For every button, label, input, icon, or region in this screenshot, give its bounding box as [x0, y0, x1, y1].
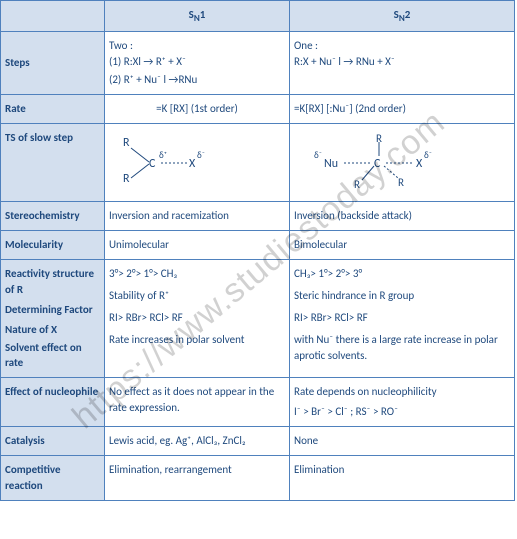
svg-text:R: R	[123, 172, 130, 186]
reactivity-label: Reactivity structure of R Determining Fa…	[1, 259, 105, 378]
steps-label: Steps	[1, 32, 105, 95]
nucleophile-sn2: Rate depends on nucleophilicity I⁻ > Br⁻…	[290, 378, 515, 427]
molecularity-sn2: Bimolecular	[290, 230, 515, 259]
reactivity-sn2-b: Steric hindrance in R group	[294, 288, 510, 304]
reactivity-sn2-c: RI> RBr> RCl> RF	[294, 310, 510, 326]
reactivity-sn1: 3°> 2°> 1°> CH₃ Stability of R⁺ RI> RBr>…	[105, 259, 290, 378]
nucleophile-label: Effect of nucleophile	[1, 378, 105, 427]
ts-label: TS of slow step	[1, 123, 105, 201]
row-reactivity: Reactivity structure of R Determining Fa…	[1, 259, 515, 378]
reactivity-sn2-d: with Nu⁻ there is a large rate increase …	[294, 332, 510, 364]
svg-text:δ⁺: δ⁺	[159, 150, 167, 161]
steps-sn2: One : R:X + Nu⁻ l → RNu + X⁻	[290, 32, 515, 95]
reactivity-label-3: Nature of X	[5, 322, 100, 338]
row-competitive: Competitive reaction Elimination, rearra…	[1, 456, 515, 501]
svg-text:X: X	[189, 157, 196, 171]
comparison-table: SN1 SN2 Steps Two : (1) R:Xl → R⁺ + X⁻ (…	[0, 0, 515, 501]
reactivity-sn2: CH₃> 1°> 2°> 3° Steric hindrance in R gr…	[290, 259, 515, 378]
row-catalysis: Catalysis Lewis acid, eg. Ag⁺, AlCl₃, Zn…	[1, 427, 515, 456]
catalysis-sn2: None	[290, 427, 515, 456]
svg-text:R: R	[354, 178, 360, 190]
svg-text:R: R	[398, 176, 404, 189]
molecularity-sn1: Unimolecular	[105, 230, 290, 259]
steps-sn2-line2: R:X + Nu⁻ l → RNu + X⁻	[294, 54, 510, 70]
header-sn2: SN2	[290, 1, 515, 32]
steps-sn1-line2: (1) R:Xl → R⁺ + X⁻	[109, 54, 285, 70]
rate-label: Rate	[1, 95, 105, 124]
header-row: SN1 SN2	[1, 1, 515, 32]
nucleophile-sn2-b: I⁻ > Br⁻ > Cl⁻ ; RS⁻ > RO⁻	[294, 404, 510, 420]
reactivity-sn1-d: Rate increases in polar solvent	[109, 332, 285, 348]
ts-sn1-diagram: R R C δ⁺ X δ⁻	[105, 123, 290, 201]
competitive-sn2: Elimination	[290, 456, 515, 501]
row-steps: Steps Two : (1) R:Xl → R⁺ + X⁻ (2) R⁺ + …	[1, 32, 515, 95]
reactivity-label-1: Reactivity structure of R	[5, 266, 100, 298]
reactivity-sn1-b: Stability of R⁺	[109, 288, 285, 304]
reactivity-sn1-a: 3°> 2°> 1°> CH₃	[109, 266, 285, 282]
catalysis-label: Catalysis	[1, 427, 105, 456]
steps-sn1-line1: Two :	[109, 38, 285, 54]
sn2-transition-state-icon: Nu δ⁻ C R R R X δ⁻	[294, 132, 464, 190]
stereo-sn2: Inversion (backside attack)	[290, 201, 515, 230]
svg-text:δ⁻: δ⁻	[424, 150, 432, 161]
steps-sn1-line3: (2) R⁺ + Nu⁻ l →RNu	[109, 72, 285, 88]
reactivity-sn2-a: CH₃> 1°> 2°> 3°	[294, 266, 510, 282]
steps-sn1: Two : (1) R:Xl → R⁺ + X⁻ (2) R⁺ + Nu⁻ l …	[105, 32, 290, 95]
svg-text:X: X	[416, 157, 423, 171]
svg-text:R: R	[376, 132, 382, 145]
stereo-label: Stereochemistry	[1, 201, 105, 230]
svg-text:C: C	[374, 157, 381, 171]
molecularity-label: Molecularity	[1, 230, 105, 259]
svg-text:Nu: Nu	[324, 157, 338, 171]
sn1-transition-state-icon: R R C δ⁺ X δ⁻	[109, 132, 219, 190]
row-molecularity: Molecularity Unimolecular Bimolecular	[1, 230, 515, 259]
svg-text:δ⁻: δ⁻	[197, 150, 205, 161]
reactivity-sn1-c: RI> RBr> RCl> RF	[109, 310, 285, 326]
reactivity-label-2: Determining Factor	[5, 302, 100, 318]
row-stereo: Stereochemistry Inversion and racemizati…	[1, 201, 515, 230]
svg-text:R: R	[123, 136, 130, 150]
nucleophile-sn2-a: Rate depends on nucleophilicity	[294, 384, 510, 400]
ts-sn2-diagram: Nu δ⁻ C R R R X δ⁻	[290, 123, 515, 201]
stereo-sn1: Inversion and racemization	[105, 201, 290, 230]
competitive-label: Competitive reaction	[1, 456, 105, 501]
svg-text:δ⁻: δ⁻	[314, 150, 322, 161]
row-nucleophile: Effect of nucleophile No effect as it do…	[1, 378, 515, 427]
row-ts: TS of slow step R R C δ⁺ X δ⁻ Nu δ⁻	[1, 123, 515, 201]
header-blank	[1, 1, 105, 32]
reactivity-label-4: Solvent effect on rate	[5, 340, 100, 372]
header-sn1: SN1	[105, 1, 290, 32]
rate-sn1: =K [RX] (1st order)	[105, 95, 290, 124]
competitive-sn1: Elimination, rearrangement	[105, 456, 290, 501]
catalysis-sn1: Lewis acid, eg. Ag⁺, AlCl₃, ZnCl₂	[105, 427, 290, 456]
row-rate: Rate =K [RX] (1st order) =K[RX] [:Nu⁻] (…	[1, 95, 515, 124]
steps-sn2-line1: One :	[294, 38, 510, 54]
svg-text:C: C	[149, 157, 156, 171]
nucleophile-sn1: No effect as it does not appear in the r…	[105, 378, 290, 427]
rate-sn2: =K[RX] [:Nu⁻] (2nd order)	[290, 95, 515, 124]
